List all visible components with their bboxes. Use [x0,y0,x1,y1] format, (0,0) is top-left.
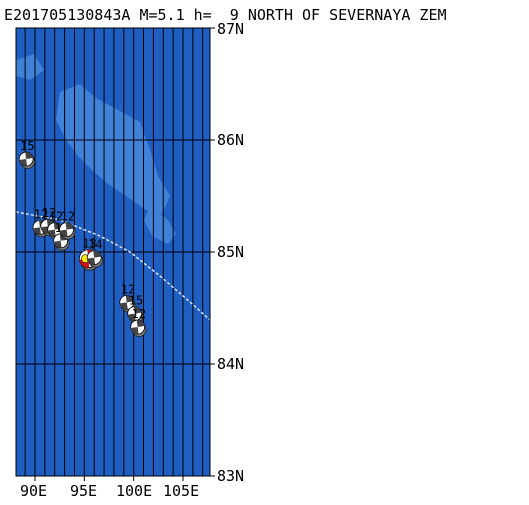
lon-label-105e: 105E [163,482,200,500]
focal-mechanism[interactable]: 14 [86,238,104,268]
mechanism-label: 12 [132,307,146,321]
compression-quadrant [19,159,28,167]
focal-mechanisms: 1512121212121314121512 [18,139,147,337]
compression-quadrant [87,257,96,265]
compression-quadrant [59,229,68,237]
focal-mechanism[interactable]: 15 [18,139,36,169]
compression-quadrant [119,302,128,310]
axis-ticks [34,27,215,481]
event-title: E201705130843A M=5.1 h= 9 NORTH OF SEVER… [4,6,447,24]
lat-label-84n: 84N [217,355,245,373]
compression-quadrant [127,313,136,321]
mechanism-label: 14 [88,238,102,252]
island-landmass-3 [16,54,44,80]
lon-label-90e: 90E [20,482,48,500]
mechanism-label: 12 [34,207,48,221]
lat-label-87n: 87N [217,20,245,38]
region-name: NORTH OF SEVERNAYA ZEM [247,6,447,24]
mechanism-label: 15 [20,139,34,153]
event-id: E201705130843A [4,6,131,24]
compression-quadrant [136,319,145,328]
trench-track-line [16,211,210,321]
mechanism-label: 13 [82,237,96,251]
depth: h= 9 [193,6,239,24]
mechanism-label: 12 [49,210,63,224]
graticule [16,28,210,476]
compression-quadrant [25,151,34,160]
mechanism-label: 12 [121,282,135,296]
focal-mechanism[interactable]: 12 [40,206,57,237]
lat-label-83n: 83N [217,467,245,485]
mechanism-label: 15 [129,294,143,308]
focal-mechanism[interactable]: 12 [130,307,147,337]
compression-quadrant [133,306,142,314]
mechanism-label: 12 [61,210,75,224]
compression-quadrant [47,229,56,237]
compression-quadrant [130,327,139,335]
lat-label-85n: 85N [217,243,245,261]
compression-quadrant [32,227,41,235]
lon-label-100e: 100E [116,482,153,500]
focal-mechanism[interactable]: 15 [127,294,144,324]
mechanism-label: 12 [42,206,56,220]
compression-quadrant [53,240,62,248]
lat-label-86n: 86N [217,131,245,149]
magnitude: M=5.1 [139,6,185,24]
compression-quadrant [65,222,74,230]
island-landmass-2 [144,206,176,244]
compression-quadrant [40,226,49,234]
focal-mechanism[interactable]: 12 [59,210,76,240]
compression-quadrant [125,295,134,303]
compression-quadrant [93,250,102,258]
lon-label-95e: 95E [70,482,98,500]
